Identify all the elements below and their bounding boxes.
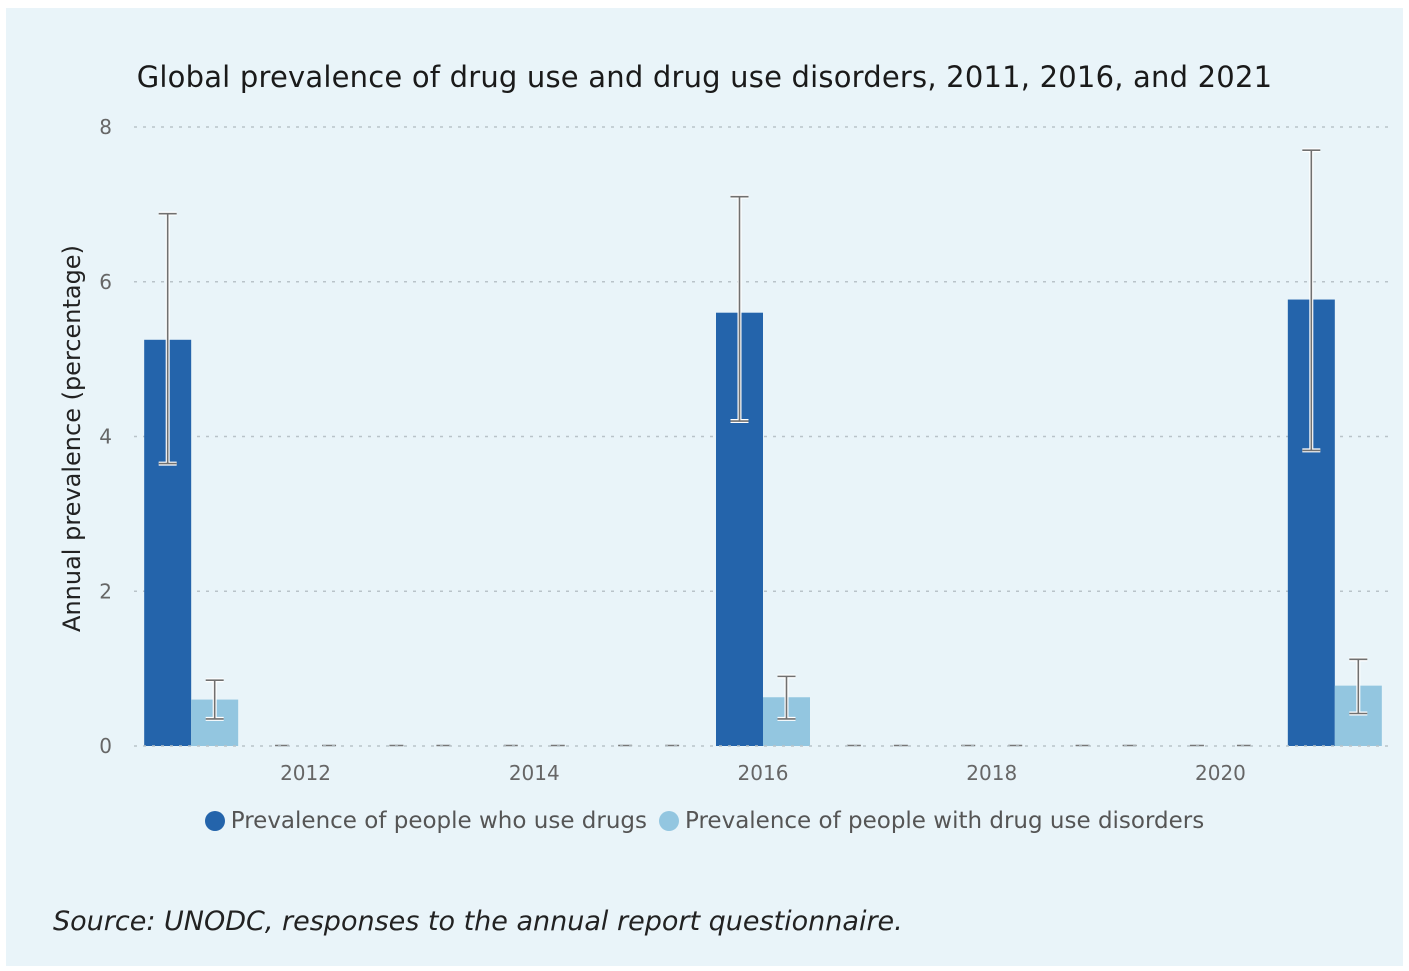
y-tick-label: 0: [99, 734, 112, 758]
legend-label-disorders: Prevalence of people with drug use disor…: [685, 808, 1205, 834]
x-tick-label: 2018: [966, 761, 1017, 785]
legend-item-drug-use: Prevalence of people who use drugs: [204, 808, 648, 834]
y-tick-label: 6: [99, 270, 112, 294]
legend-item-disorders: Prevalence of people with drug use disor…: [659, 808, 1204, 834]
y-tick-label: 2: [99, 579, 112, 603]
y-tick-label: 8: [99, 115, 112, 139]
x-tick-label: 2014: [509, 761, 560, 785]
source-note: Source: UNODC, responses to the annual r…: [53, 906, 903, 937]
x-tick-label: 2016: [738, 761, 789, 785]
chart-legend: Prevalence of people who use drugs Preva…: [0, 808, 1409, 834]
legend-swatch-drug-use: [204, 811, 225, 831]
y-axis-label: Annual prevalence (percentage): [58, 245, 86, 632]
x-tick-label: 2012: [280, 761, 331, 785]
chart-title: Global prevalence of drug use and drug u…: [136, 60, 1273, 94]
legend-label-drug-use: Prevalence of people who use drugs: [230, 808, 648, 834]
y-tick-label: 4: [99, 425, 112, 449]
x-tick-label: 2020: [1195, 761, 1246, 785]
legend-swatch-disorders: [659, 811, 680, 831]
chart-panel: Global prevalence of drug use and drug u…: [6, 8, 1403, 966]
